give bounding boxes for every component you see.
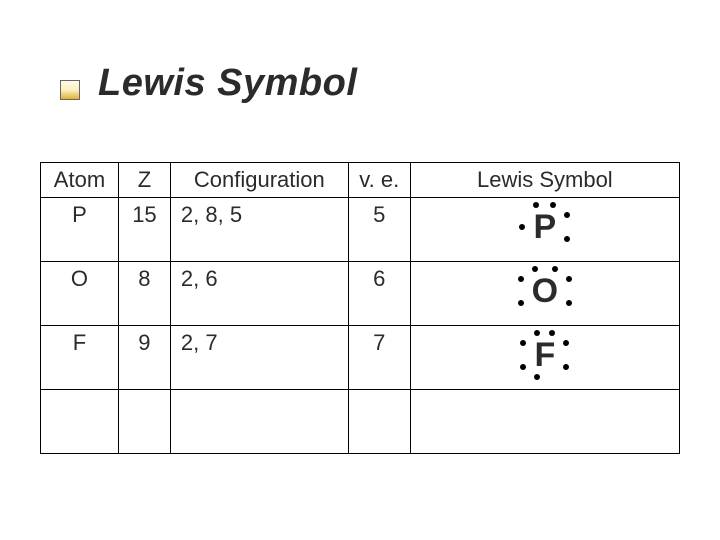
lewis-symbol-o: O (528, 268, 562, 314)
cell-empty (410, 390, 679, 454)
table-row: P 15 2, 8, 5 5 P (41, 198, 680, 262)
electron-dot (564, 212, 570, 218)
col-header-atom: Atom (41, 163, 119, 198)
cell-config: 2, 8, 5 (170, 198, 348, 262)
col-header-ve: v. e. (348, 163, 410, 198)
cell-empty (41, 390, 119, 454)
electron-dot (566, 276, 572, 282)
electron-dot (518, 276, 524, 282)
element-symbol: F (530, 332, 559, 378)
col-header-lewis: Lewis Symbol (410, 163, 679, 198)
cell-empty (170, 390, 348, 454)
cell-ve: 5 (348, 198, 410, 262)
table-row-empty (41, 390, 680, 454)
cell-empty (348, 390, 410, 454)
electron-dot (520, 364, 526, 370)
electron-dot (519, 224, 525, 230)
table-row: O 8 2, 6 6 O (41, 262, 680, 326)
cell-empty (118, 390, 170, 454)
slide-title: Lewis Symbol (98, 62, 357, 105)
cell-atom: O (41, 262, 119, 326)
bullet-square-icon (60, 80, 80, 100)
slide-title-group: Lewis Symbol (60, 62, 357, 105)
electron-dot (518, 300, 524, 306)
cell-z: 15 (118, 198, 170, 262)
col-header-config: Configuration (170, 163, 348, 198)
cell-z: 9 (118, 326, 170, 390)
cell-lewis: F (410, 326, 679, 390)
col-header-z: Z (118, 163, 170, 198)
lewis-table: Atom Z Configuration v. e. Lewis Symbol … (40, 162, 680, 454)
cell-z: 8 (118, 262, 170, 326)
electron-dot (520, 340, 526, 346)
lewis-symbol-f: F (530, 332, 559, 378)
electron-dot (532, 266, 538, 272)
cell-config: 2, 7 (170, 326, 348, 390)
electron-dot (534, 374, 540, 380)
element-symbol: P (529, 204, 560, 250)
cell-atom: P (41, 198, 119, 262)
cell-lewis: O (410, 262, 679, 326)
table-header-row: Atom Z Configuration v. e. Lewis Symbol (41, 163, 680, 198)
cell-config: 2, 6 (170, 262, 348, 326)
electron-dot (566, 300, 572, 306)
lewis-symbol-p: P (529, 204, 560, 250)
cell-atom: F (41, 326, 119, 390)
electron-dot (563, 364, 569, 370)
cell-ve: 7 (348, 326, 410, 390)
electron-dot (564, 236, 570, 242)
electron-dot (563, 340, 569, 346)
cell-lewis: P (410, 198, 679, 262)
element-symbol: O (528, 268, 562, 314)
cell-ve: 6 (348, 262, 410, 326)
table-row: F 9 2, 7 7 F (41, 326, 680, 390)
